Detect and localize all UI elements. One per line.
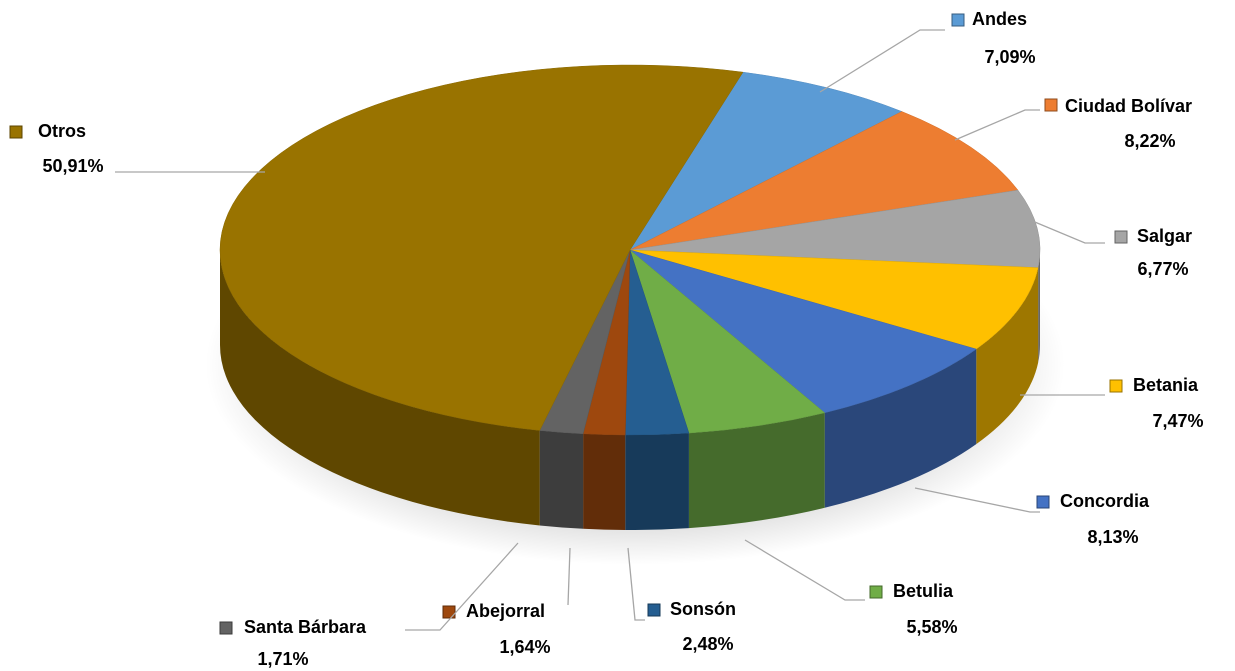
slice xyxy=(629,189,1041,268)
leader-line xyxy=(819,29,945,93)
value-label: 6,77% xyxy=(1137,259,1188,279)
leader-line xyxy=(627,547,645,621)
slice xyxy=(629,249,826,434)
leader-line xyxy=(914,487,1040,513)
value-label: 2,48% xyxy=(682,634,733,654)
value-label: 7,09% xyxy=(984,47,1035,67)
slice xyxy=(629,249,977,414)
legend-marker xyxy=(442,605,456,619)
leader-line xyxy=(954,109,1040,141)
value-label: 8,13% xyxy=(1087,527,1138,547)
legend-marker xyxy=(219,621,233,635)
category-label: Concordia xyxy=(1060,491,1150,511)
category-label: Betulia xyxy=(893,581,954,601)
category-label: Santa Bárbara xyxy=(244,617,367,637)
slice-side xyxy=(688,412,825,529)
category-label: Abejorral xyxy=(466,601,545,621)
leader-line xyxy=(567,547,571,606)
value-label: 1,71% xyxy=(257,649,308,669)
leader-line xyxy=(405,542,519,631)
legend-marker xyxy=(1036,495,1050,509)
slice-side xyxy=(625,433,689,530)
legend-marker xyxy=(1044,98,1058,112)
category-label: Betania xyxy=(1133,375,1199,395)
value-label: 8,22% xyxy=(1124,131,1175,151)
category-label: Ciudad Bolívar xyxy=(1065,96,1192,116)
legend-marker xyxy=(647,603,661,617)
slice xyxy=(629,249,1039,350)
legend-marker xyxy=(1109,379,1123,393)
value-label: 7,47% xyxy=(1152,411,1203,431)
slice-side xyxy=(539,430,584,529)
legend-marker xyxy=(951,13,965,27)
slice-side xyxy=(976,267,1039,445)
slice xyxy=(219,64,744,431)
legend-marker xyxy=(9,125,23,139)
leader-line xyxy=(1029,219,1105,244)
category-label: Andes xyxy=(972,9,1027,29)
slice-side xyxy=(1038,250,1040,363)
category-label: Otros xyxy=(38,121,86,141)
slice-side xyxy=(824,349,977,508)
legend-marker xyxy=(869,585,883,599)
leader-line xyxy=(744,539,865,601)
slice-side xyxy=(583,433,626,530)
slice-side xyxy=(220,250,540,526)
value-label: 1,64% xyxy=(499,637,550,657)
slice xyxy=(629,111,1019,251)
category-label: Sonsón xyxy=(670,599,736,619)
value-label: 5,58% xyxy=(906,617,957,637)
legend-marker xyxy=(1114,230,1128,244)
category-label: Salgar xyxy=(1137,226,1192,246)
value-label: 50,91% xyxy=(42,156,103,176)
